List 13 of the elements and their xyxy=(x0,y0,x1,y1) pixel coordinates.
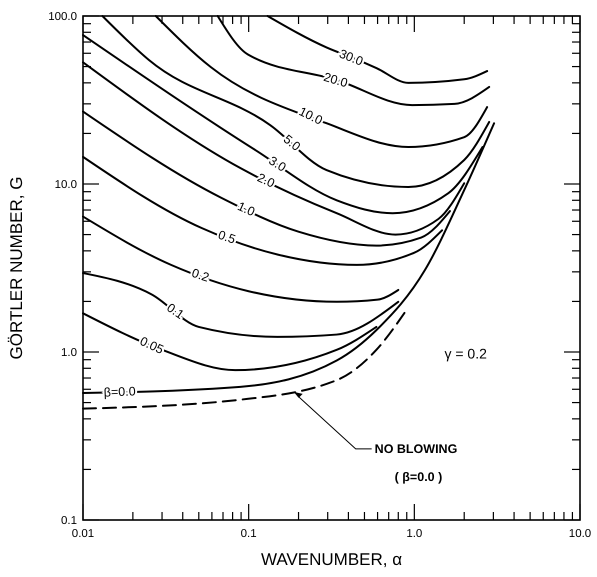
text: 0.5 xyxy=(216,228,238,247)
x-tick-label: 1.0 xyxy=(406,528,422,540)
y-tick-label: 10.0 xyxy=(54,179,77,192)
y-tick-label: 0.1 xyxy=(61,515,77,528)
annotation: γ = 0.2 xyxy=(444,346,488,362)
x-tick-label: 0.1 xyxy=(240,528,257,540)
x-axis-title: WAVENUMBER, α xyxy=(260,550,402,569)
y-axis-title: GÖRTLER NUMBER, G xyxy=(7,176,26,360)
y-tick-label: 1.0 xyxy=(61,347,77,360)
text: NO BLOWING ( β=0.0 ) xyxy=(374,442,458,484)
x-tick-label: 0.01 xyxy=(72,528,94,540)
x-tick-label: 10.0 xyxy=(568,528,592,540)
y-tick-label: 100.0 xyxy=(48,11,77,24)
